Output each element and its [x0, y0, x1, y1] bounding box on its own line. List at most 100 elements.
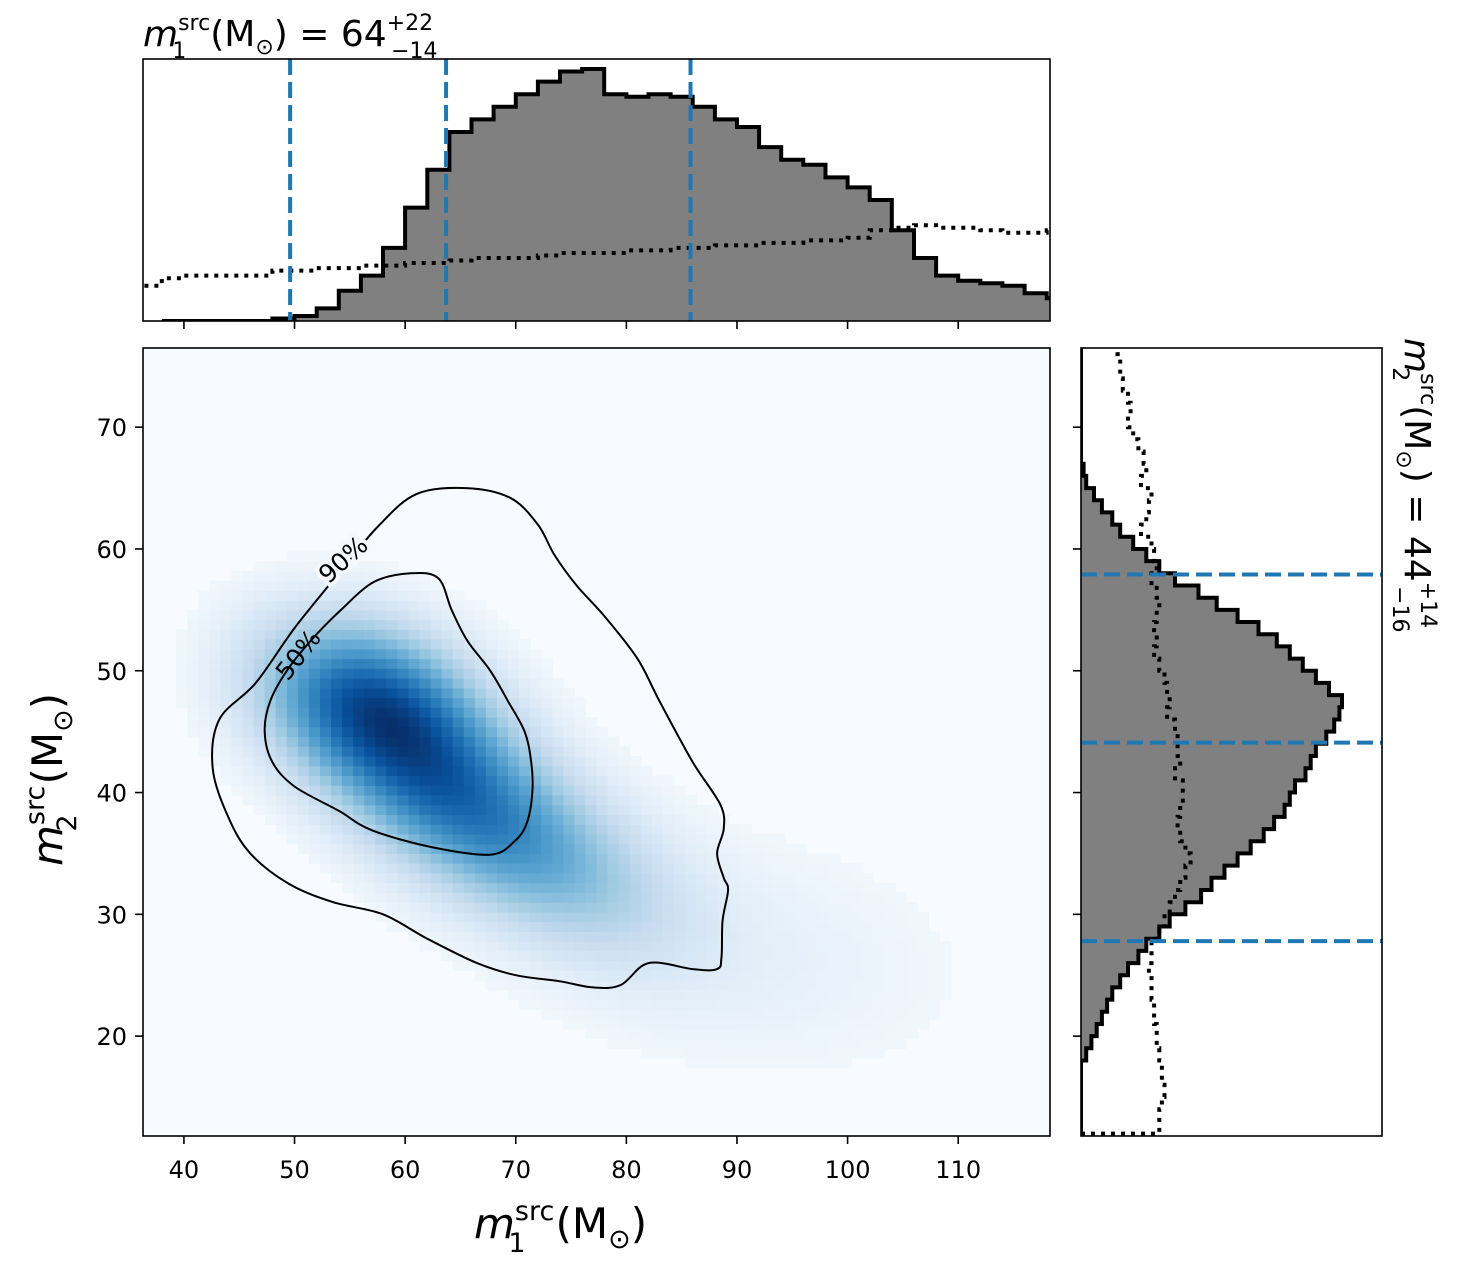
density-cell — [497, 980, 509, 991]
density-cell — [862, 999, 874, 1010]
density-cell — [508, 795, 520, 806]
density-cell — [596, 756, 609, 767]
density-cell — [253, 717, 266, 728]
density-cell — [474, 687, 487, 699]
density-cell — [297, 668, 310, 679]
density-cell — [563, 795, 575, 806]
density-cell — [773, 970, 786, 981]
density-cell — [308, 658, 321, 669]
x-tick-label: 60 — [390, 1156, 421, 1184]
density-cell — [707, 941, 719, 952]
density-cell — [308, 561, 321, 572]
density-cell — [596, 834, 609, 845]
density-cell — [497, 736, 509, 747]
density-cell — [397, 658, 410, 669]
density-cell — [839, 872, 852, 884]
density-cell — [939, 980, 952, 991]
density-cell — [386, 824, 398, 835]
density-cell — [685, 1038, 697, 1049]
density-cell — [773, 960, 786, 971]
density-cell — [242, 668, 255, 679]
density-cell — [331, 775, 343, 786]
density-cell — [497, 892, 509, 903]
density-cell — [806, 1009, 819, 1020]
density-cell — [474, 960, 487, 971]
density-cell — [441, 795, 454, 806]
density-cell — [596, 921, 609, 932]
density-cell — [740, 824, 752, 835]
density-cell — [541, 989, 553, 1001]
density-cell — [485, 609, 498, 621]
density-cell — [397, 785, 410, 796]
density-cell — [253, 746, 266, 757]
density-cell — [452, 814, 465, 825]
density-cell — [397, 746, 410, 757]
density-cell — [795, 872, 808, 884]
density-cell — [729, 853, 741, 864]
density-cell — [762, 911, 775, 923]
density-cell — [740, 834, 752, 845]
density-cell — [895, 921, 907, 932]
density-cell — [673, 950, 686, 962]
density-cell — [574, 931, 587, 942]
density-cell — [574, 804, 587, 815]
density-cell — [696, 960, 708, 971]
density-cell — [596, 785, 609, 796]
density-cell — [519, 765, 531, 776]
density-cell — [773, 980, 786, 991]
density-cell — [806, 1028, 819, 1040]
density-cell — [308, 756, 321, 767]
density-cell — [242, 687, 255, 699]
density-cell — [618, 863, 631, 874]
density-cell — [331, 590, 343, 601]
density-cell — [862, 882, 874, 893]
density-cell — [729, 882, 741, 893]
density-cell — [696, 804, 708, 815]
density-cell — [552, 756, 564, 767]
density-cell — [673, 921, 686, 932]
m2-histogram — [1081, 348, 1344, 1136]
density-cell — [917, 999, 929, 1010]
density-cell — [607, 853, 620, 864]
density-cell — [463, 619, 476, 630]
density-cell — [342, 668, 354, 679]
density-cell — [452, 678, 465, 689]
density-cell — [320, 678, 332, 689]
density-cell — [574, 921, 587, 932]
density-cell — [463, 950, 476, 962]
density-cell — [884, 941, 896, 952]
density-cell — [696, 921, 708, 932]
density-cell — [308, 551, 321, 562]
density-cell — [707, 902, 719, 913]
density-cell — [563, 941, 575, 952]
density-cell — [817, 960, 830, 971]
density-cell — [806, 1048, 819, 1059]
density-cell — [397, 863, 410, 874]
density-cell — [596, 1028, 609, 1040]
density-cell — [364, 775, 376, 786]
density-cell — [707, 853, 719, 864]
density-cell — [662, 843, 675, 854]
density-cell — [253, 619, 266, 630]
density-cell — [917, 980, 929, 991]
density-cell — [817, 1058, 830, 1069]
density-cell — [541, 872, 553, 884]
density-cell — [939, 950, 952, 962]
density-cell — [662, 999, 675, 1010]
density-cell — [541, 678, 553, 689]
density-cell — [530, 970, 542, 981]
density-cell — [474, 756, 487, 767]
density-cell — [220, 590, 233, 601]
density-cell — [696, 892, 708, 903]
density-cell — [673, 999, 686, 1010]
density-cell — [707, 1058, 719, 1069]
density-cell — [463, 843, 476, 854]
density-cell — [607, 872, 620, 884]
density-cell — [817, 1038, 830, 1049]
density-cell — [419, 892, 432, 903]
density-cell — [441, 853, 454, 864]
density-cell — [275, 756, 288, 767]
density-cell — [519, 911, 531, 923]
density-cell — [419, 629, 432, 640]
density-cell — [662, 902, 675, 913]
